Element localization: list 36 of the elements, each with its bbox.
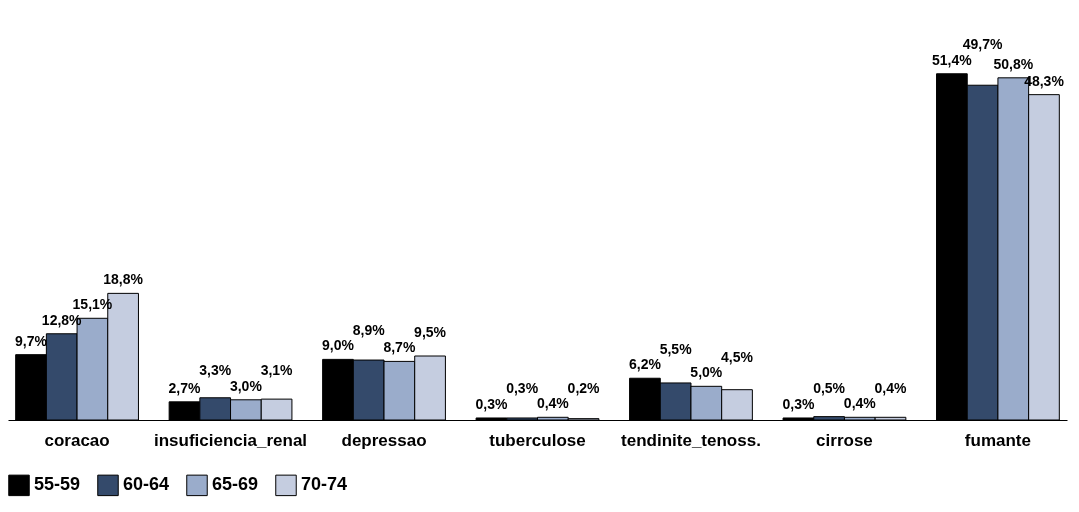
data-label: 3,3% (199, 362, 232, 379)
data-label: 0,3% (782, 395, 815, 412)
x-tick-label: tendinite_tenoss. (621, 430, 761, 450)
x-tick-label: cirrose (816, 430, 873, 450)
data-label: 4,5% (721, 348, 754, 365)
data-label: 9,0% (322, 337, 355, 354)
data-label: 0,4% (874, 379, 907, 396)
data-label: 51,4% (932, 51, 973, 68)
data-label: 49,7% (962, 36, 1003, 53)
legend-label: 60-64 (123, 474, 170, 495)
x-tick-label: tuberculose (489, 430, 586, 450)
x-tick-label: depressao (341, 430, 427, 450)
data-label: 2,7% (168, 379, 201, 396)
legend-label: 65-69 (212, 474, 259, 495)
data-label: 18,8% (103, 271, 144, 288)
data-label: 0,2% (567, 379, 601, 396)
data-label: 8,7% (383, 339, 416, 356)
x-tick-label: coracao (44, 430, 110, 450)
legend-label: 70-74 (301, 474, 348, 495)
data-label: 0,5% (813, 379, 846, 396)
data-label: 3,1% (260, 362, 294, 379)
data-label: 0,4% (843, 395, 877, 412)
data-label: 8,9% (352, 321, 386, 338)
data-label: 6,2% (628, 356, 662, 373)
x-tick-label: insuficiencia_renal (154, 430, 308, 450)
x-tick-label: fumante (964, 430, 1031, 450)
legend-label: 55-59 (34, 474, 81, 495)
data-label: 5,5% (659, 340, 693, 357)
data-label: 0,3% (475, 395, 508, 412)
data-label: 9,5% (414, 323, 447, 340)
data-label: 0,4% (536, 395, 570, 412)
data-label: 0,3% (506, 379, 539, 396)
data-label: 50,8% (993, 55, 1034, 72)
data-label: 5,0% (690, 364, 723, 381)
data-label: 3,0% (229, 377, 263, 394)
data-label: 12,8% (41, 311, 83, 328)
